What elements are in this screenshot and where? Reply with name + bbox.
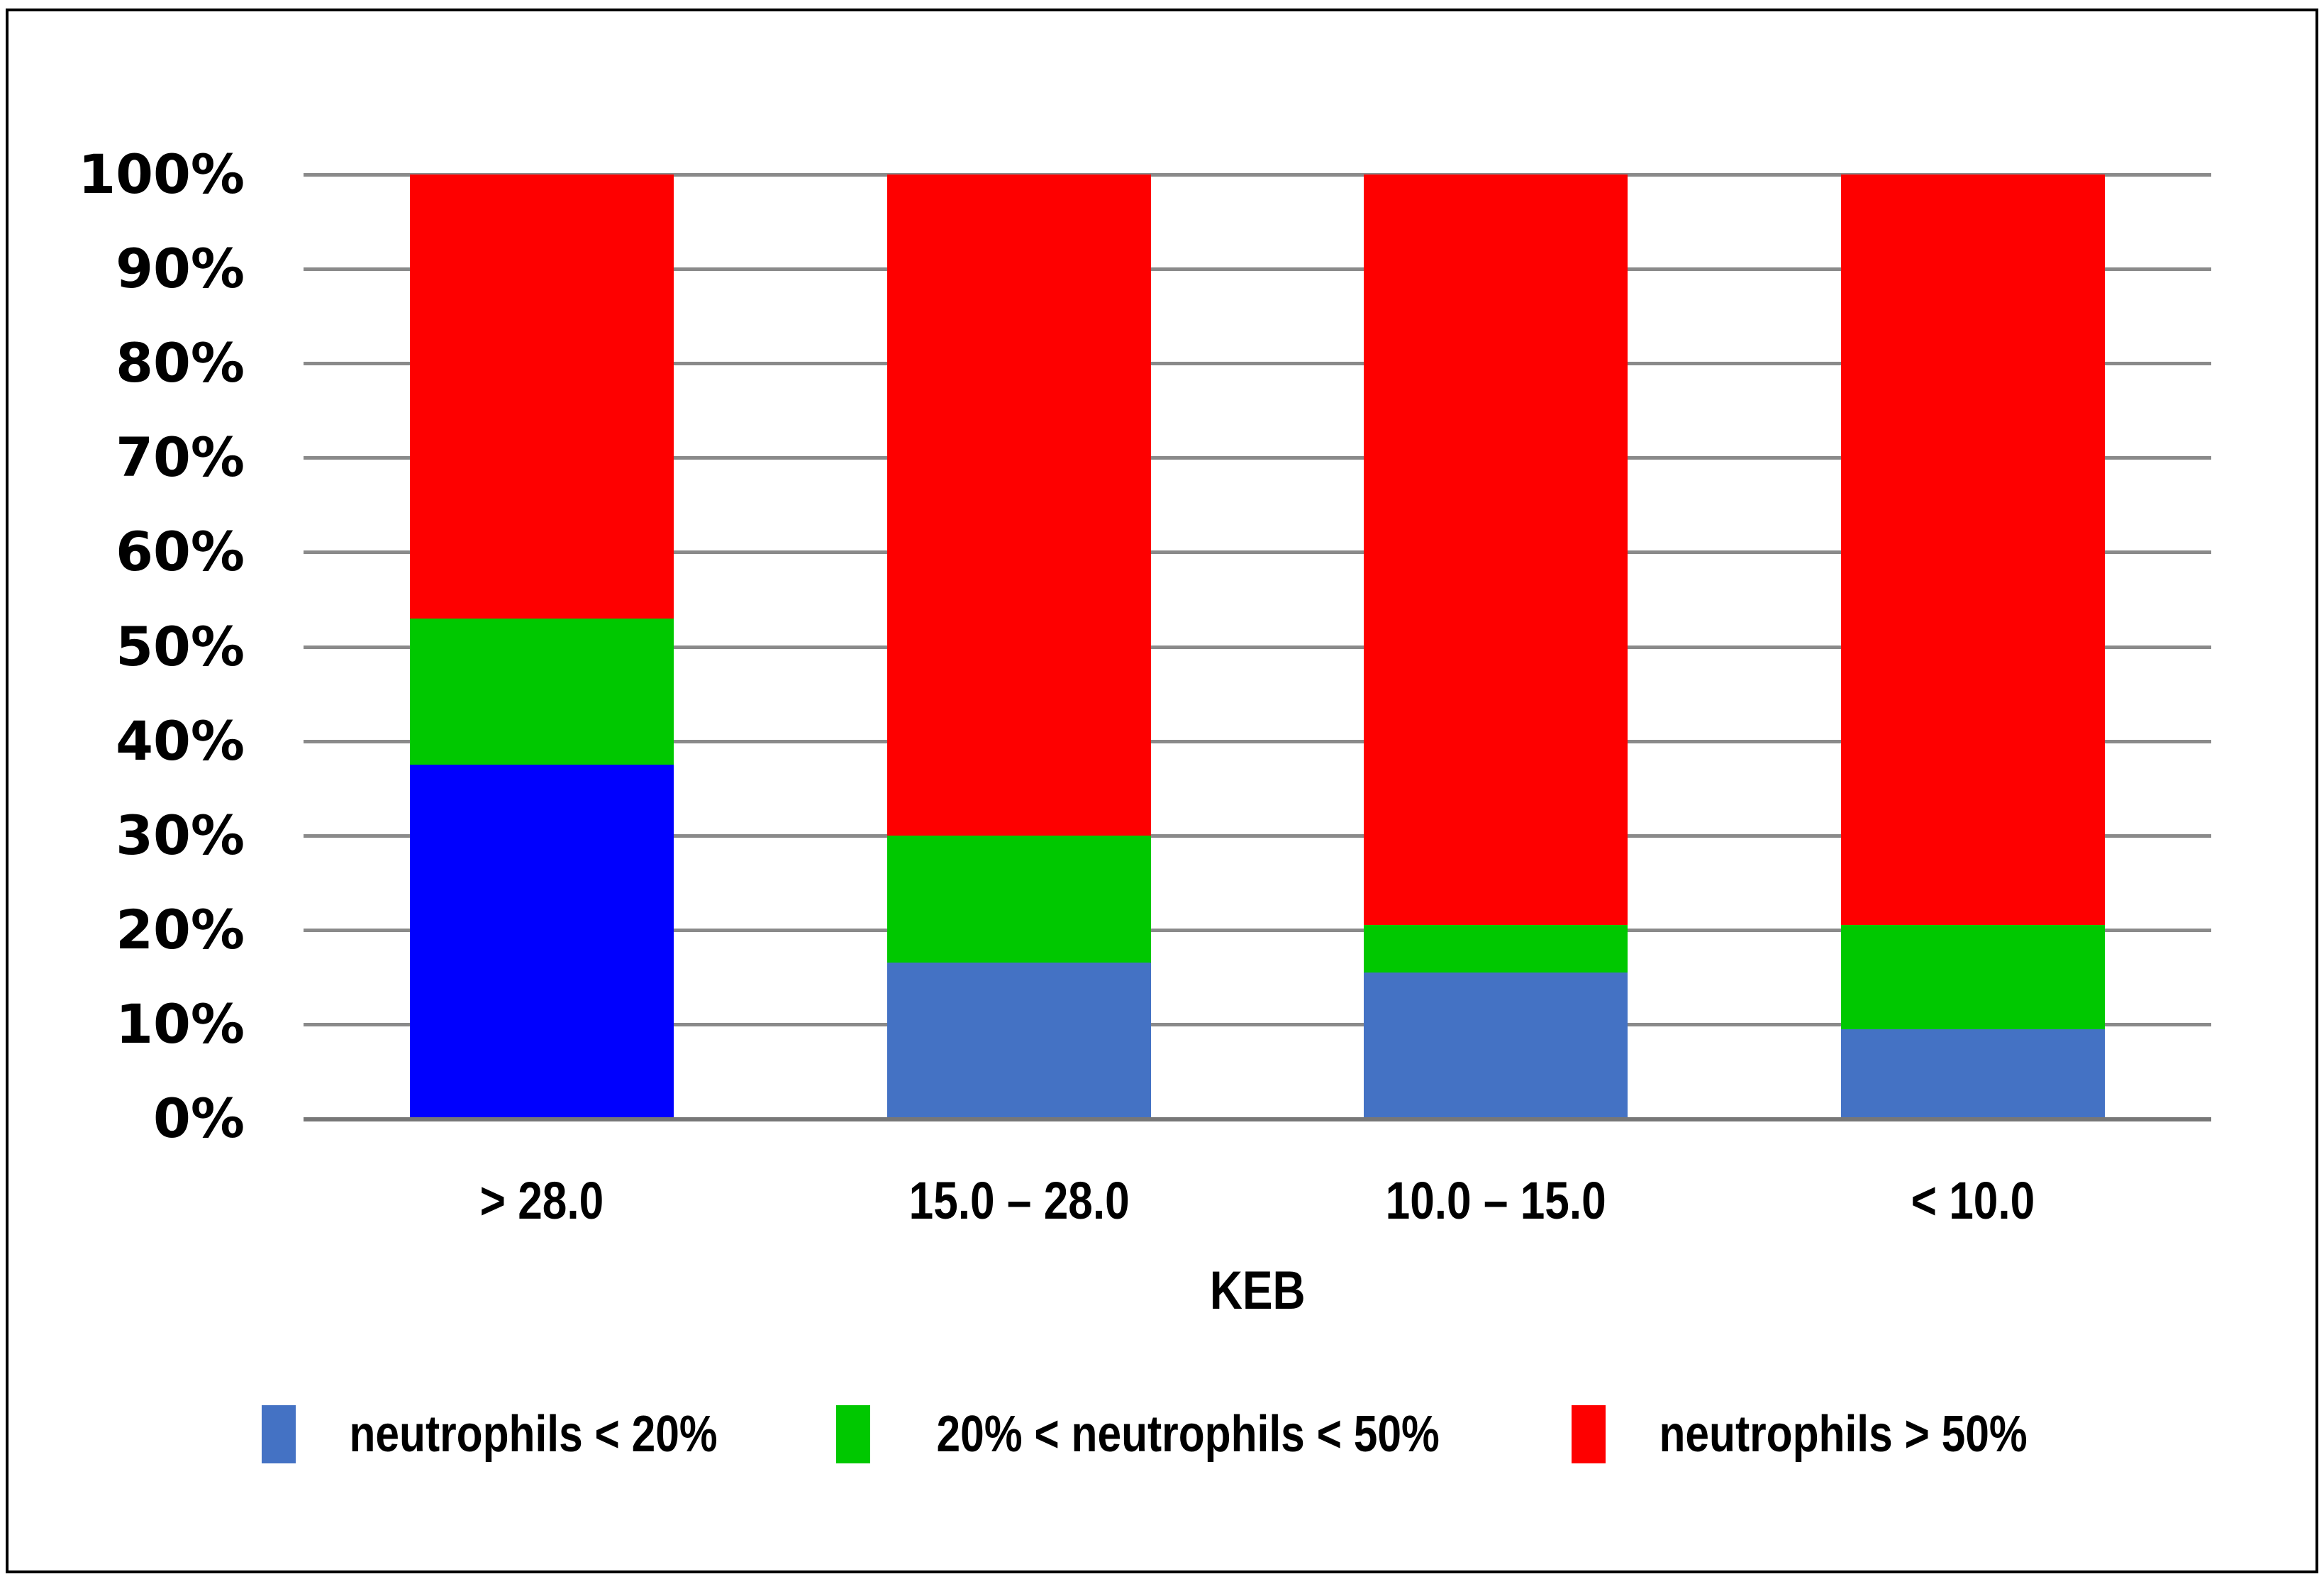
y-tick-label: 70% xyxy=(116,426,245,489)
y-tick-label: 60% xyxy=(116,520,245,584)
y-tick-label: 20% xyxy=(116,897,245,961)
bar-segment xyxy=(886,963,1151,1119)
x-tick-label-text: < 10.0 xyxy=(1911,1171,2035,1230)
bar-2 xyxy=(886,174,1151,1119)
legend-swatch-icon xyxy=(836,1405,871,1463)
x-axis-line xyxy=(304,1117,2211,1121)
legend-label: neutrophils > 50% xyxy=(1624,1399,2062,1470)
bar-1 xyxy=(410,174,674,1119)
bar-segment xyxy=(1364,972,1628,1119)
bar-segment xyxy=(1364,925,1628,973)
figure-border xyxy=(6,9,2318,1573)
gridline xyxy=(304,456,2211,460)
legend-swatch-icon xyxy=(1571,1405,1606,1463)
gridline xyxy=(304,928,2211,932)
y-tick-label: 0% xyxy=(152,1087,245,1150)
gridline xyxy=(304,645,2211,649)
x-tick-label: 10.0 – 15.0 xyxy=(1283,1167,1708,1234)
x-axis-title-text: KEB xyxy=(1209,1261,1306,1321)
bar-segment xyxy=(1840,174,2105,926)
gridline xyxy=(304,739,2211,743)
gridline xyxy=(304,267,2211,272)
x-tick-label-text: > 28.0 xyxy=(479,1171,604,1230)
bar-segment xyxy=(886,174,1151,836)
bar-segment xyxy=(1840,1029,2105,1119)
x-axis-title: KEB xyxy=(1080,1257,1435,1324)
y-tick-label: 30% xyxy=(116,803,245,867)
y-tick-label: 50% xyxy=(116,614,245,678)
legend-label: 20% < neutrophils < 50% xyxy=(889,1399,1487,1470)
y-tick-label: 80% xyxy=(116,331,245,395)
x-tick-label-text: 15.0 – 28.0 xyxy=(908,1171,1130,1230)
x-tick-label: > 28.0 xyxy=(329,1167,755,1234)
gridline xyxy=(304,173,2211,177)
legend-label-text: neutrophils < 20% xyxy=(349,1406,718,1463)
bar-segment xyxy=(410,618,674,765)
bar-segment xyxy=(410,764,674,1119)
gridline xyxy=(304,550,2211,555)
y-tick-label: 10% xyxy=(116,992,245,1056)
bar-segment xyxy=(1840,925,2105,1029)
gridline xyxy=(304,833,2211,838)
x-tick-label: 15.0 – 28.0 xyxy=(806,1167,1232,1234)
bar-segment xyxy=(410,174,674,619)
y-tick-label: 90% xyxy=(116,237,245,301)
x-tick-label-text: 10.0 – 15.0 xyxy=(1385,1171,1606,1230)
legend-item: neutrophils > 50% xyxy=(1571,1399,2062,1470)
legend-label-text: 20% < neutrophils < 50% xyxy=(936,1406,1440,1463)
legend-item: 20% < neutrophils < 50% xyxy=(836,1399,1487,1470)
plot-area xyxy=(304,173,2211,1121)
legend-label: neutrophils < 20% xyxy=(314,1399,752,1470)
legend: neutrophils < 20% 20% < neutrophils < 50%… xyxy=(0,1399,2324,1470)
bar-3 xyxy=(1364,174,1628,1119)
bar-segment xyxy=(1364,174,1628,926)
y-tick-label: 100% xyxy=(78,143,245,206)
x-tick-label: < 10.0 xyxy=(1760,1167,2186,1234)
y-tick-label: 40% xyxy=(116,709,245,772)
bar-segment xyxy=(886,835,1151,963)
gridline xyxy=(304,1022,2211,1026)
legend-swatch-icon xyxy=(262,1405,296,1463)
bar-4 xyxy=(1840,174,2105,1119)
legend-item: neutrophils < 20% xyxy=(262,1399,752,1470)
legend-label-text: neutrophils > 50% xyxy=(1659,1406,2028,1463)
gridline xyxy=(304,362,2211,366)
